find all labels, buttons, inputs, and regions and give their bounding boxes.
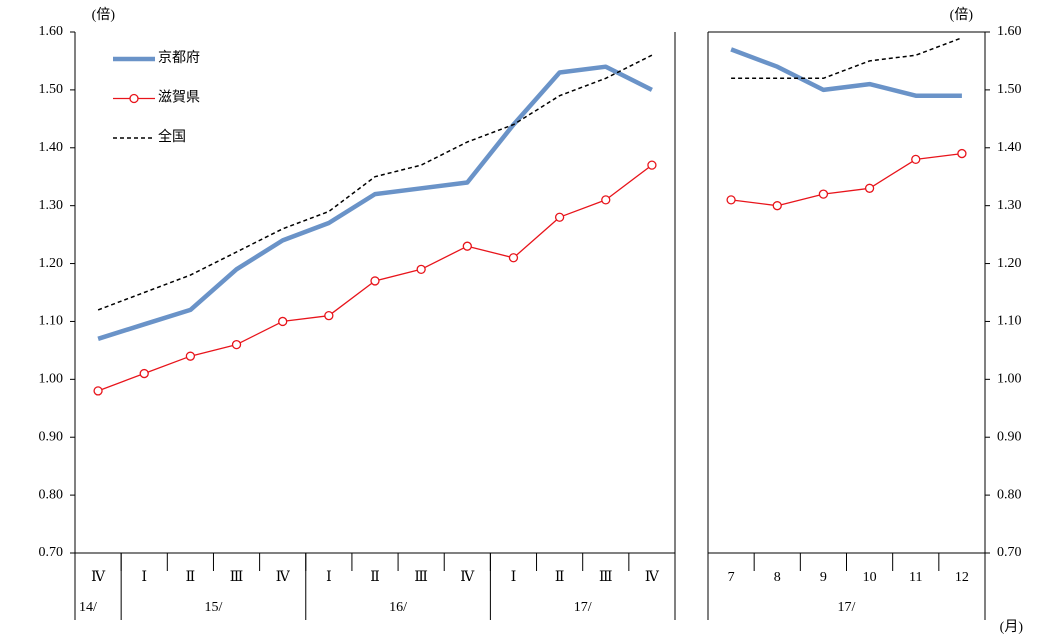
point [139,368,149,379]
y-tick-label: 0.70 [39,545,64,560]
y-tick-label: 1.60 [39,24,64,39]
y-tick-label: 0.90 [997,429,1022,444]
x-tick-label: 12 [955,570,969,585]
y-tick-label: 1.20 [997,256,1022,271]
point [726,195,736,205]
x-tick-label: Ⅲ [599,570,613,585]
x-tick-label: 10 [863,570,877,585]
y-tick-label: 1.60 [997,24,1022,39]
point [911,154,921,165]
y-tick-label: 1.00 [997,372,1022,387]
x-tick-label: Ⅳ [645,570,660,585]
legend-label: 全国 [158,128,186,145]
series-line [97,54,653,311]
y-tick-label: 0.80 [39,487,64,502]
y-tick-label: 1.10 [997,314,1022,329]
x-tick-label: Ⅱ [555,570,565,585]
x-tick-label: 11 [909,570,922,585]
x-tick-label: Ⅳ [276,570,291,585]
x-group-label: 14/ [79,600,97,615]
x-tick-label: Ⅱ [370,570,380,585]
x-tick-label: Ⅰ [141,570,147,585]
x-tick-label: 7 [728,570,735,585]
x-tick-label: Ⅲ [414,570,428,585]
series-line [731,37,963,80]
legend-marker [129,93,139,104]
point [370,276,380,286]
point [647,160,657,170]
series-line [97,64,653,341]
point [864,183,875,193]
legend-label: 滋賀県 [158,90,200,106]
y-tick-label: 1.00 [39,372,64,387]
y-tick-label: 1.30 [997,198,1022,213]
y-tick-label: 1.10 [39,314,64,329]
series-line [731,152,962,207]
y-tick-label: 1.50 [997,82,1022,97]
y-unit: (倍) [92,7,116,23]
point [772,201,782,211]
x-tick-label: Ⅱ [186,570,196,585]
point [957,148,967,159]
x-tick-label: Ⅲ [230,570,244,585]
point [601,195,611,205]
legend-label: 京都府 [158,50,200,66]
x-tick-label: Ⅳ [91,570,106,585]
x-unit: (月) [1000,619,1024,635]
x-tick-label: 9 [820,570,827,585]
x-group-label: 16/ [389,600,407,615]
point [554,212,565,222]
x-tick-label: 8 [774,570,781,585]
x-group-label: 17/ [574,600,592,615]
point [324,311,334,321]
y-tick-label: 1.40 [997,140,1022,155]
y-tick-label: 0.70 [997,545,1022,560]
y-tick-label: 0.80 [997,487,1022,502]
y-tick-label: 1.50 [39,82,64,97]
point [93,386,103,396]
y-tick-label: 1.40 [39,140,64,155]
point [416,264,426,274]
x-tick-label: Ⅳ [460,570,475,585]
point [278,316,288,327]
y-unit: (倍) [950,7,974,23]
x-group-label: 17/ [838,600,856,615]
point [462,241,472,251]
x-tick-label: Ⅰ [326,570,332,585]
point [818,189,829,199]
point [185,351,196,361]
y-tick-label: 1.30 [39,198,64,213]
x-group-label: 15/ [205,600,223,615]
x-tick-label: Ⅰ [511,570,517,585]
y-tick-label: 0.90 [39,429,64,444]
point [231,339,242,350]
point [508,253,519,263]
y-tick-label: 1.20 [39,256,64,271]
series-line [730,47,962,98]
